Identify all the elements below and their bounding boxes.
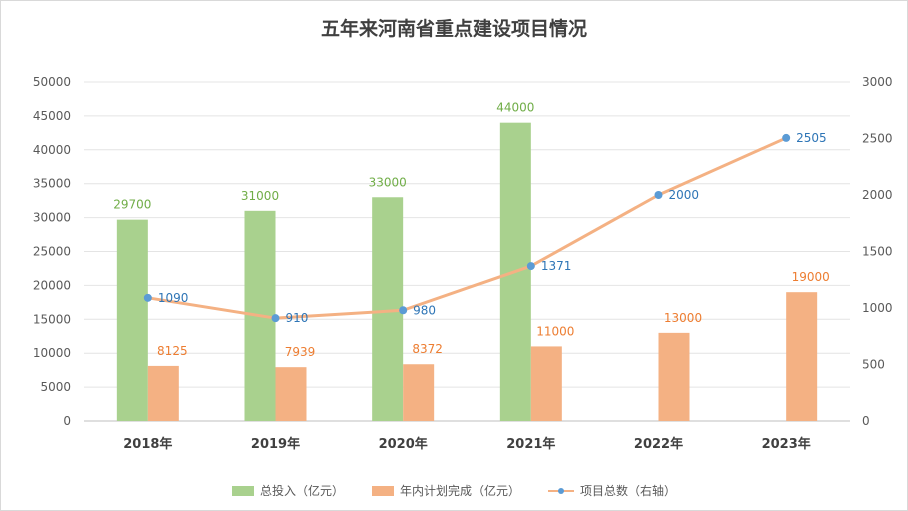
category-label: 2020年 bbox=[379, 436, 428, 452]
line-point bbox=[782, 133, 791, 142]
left-axis: 0 5000 10000 15000 20000 25000 30000 35000 40000… bbox=[33, 75, 71, 428]
line-data-label: 2000 bbox=[669, 188, 700, 202]
left-tick-label: 5000 bbox=[40, 380, 71, 394]
data-label: 33000 bbox=[369, 175, 407, 189]
right-tick-label: 3000 bbox=[862, 75, 893, 89]
data-label: 8372 bbox=[412, 342, 443, 356]
data-label: 31000 bbox=[241, 189, 279, 203]
left-tick-label: 25000 bbox=[33, 245, 71, 259]
line-data-label: 980 bbox=[413, 303, 436, 317]
line-data-label: 910 bbox=[286, 311, 309, 325]
line-data-label: 2505 bbox=[796, 131, 827, 145]
left-tick-label: 20000 bbox=[33, 278, 71, 292]
legend-item-project-count: 项目总数（右轴） bbox=[548, 482, 676, 499]
category-label: 2023年 bbox=[762, 436, 811, 452]
left-tick-label: 0 bbox=[63, 414, 71, 428]
line-point bbox=[526, 262, 535, 271]
legend-swatch-project-count bbox=[548, 486, 574, 496]
line-point bbox=[271, 314, 280, 323]
data-label: 19000 bbox=[792, 270, 830, 284]
line-point bbox=[399, 306, 408, 315]
line-data-label: 1371 bbox=[541, 259, 572, 273]
data-label: 8125 bbox=[157, 344, 188, 358]
left-tick-label: 10000 bbox=[33, 346, 71, 360]
bar-annual-completion bbox=[403, 364, 435, 421]
right-tick-label: 1000 bbox=[862, 301, 893, 315]
bar-annual-completion bbox=[658, 332, 690, 421]
line-data-label: 1090 bbox=[158, 291, 189, 305]
right-axis: 0 500 1000 1500 2000 2500 3000 bbox=[862, 75, 893, 428]
gridlines bbox=[84, 81, 850, 422]
chart-title: 五年来河南省重点建设项目情况 bbox=[320, 18, 587, 40]
category-label: 2022年 bbox=[634, 436, 683, 452]
legend-swatch-annual-completion bbox=[371, 485, 394, 496]
bar-annual-completion bbox=[530, 346, 562, 421]
right-tick-label: 0 bbox=[862, 414, 870, 428]
data-label: 29700 bbox=[113, 198, 151, 212]
right-tick-label: 2000 bbox=[862, 188, 893, 202]
legend-item-annual-completion: 年内计划完成（亿元） bbox=[371, 482, 520, 499]
line-point bbox=[143, 293, 152, 302]
left-tick-label: 30000 bbox=[33, 211, 71, 225]
line-point bbox=[654, 191, 663, 199]
right-tick-label: 2500 bbox=[862, 132, 893, 146]
data-label: 13000 bbox=[664, 311, 702, 325]
legend-label-total-investment: 总投入（亿元） bbox=[259, 484, 344, 498]
legend-label-annual-completion: 年内计划完成（亿元） bbox=[399, 484, 520, 498]
data-labels: 29700 8125 31000 7939 33000 8372 44000 11000 130… bbox=[113, 101, 830, 359]
left-tick-label: 40000 bbox=[33, 143, 71, 157]
data-label: 7939 bbox=[285, 345, 316, 359]
category-label: 2021年 bbox=[506, 436, 555, 452]
left-tick-label: 45000 bbox=[33, 109, 71, 123]
legend: 总投入（亿元） 年内计划完成（亿元） 项目总数（右轴） bbox=[0, 482, 908, 499]
bar-annual-completion bbox=[275, 367, 307, 421]
bars bbox=[116, 122, 818, 422]
left-tick-label: 15000 bbox=[33, 312, 71, 326]
data-label: 11000 bbox=[536, 324, 574, 338]
legend-swatch-total-investment bbox=[231, 485, 254, 496]
series-line bbox=[147, 136, 787, 320]
bar-annual-completion bbox=[786, 292, 818, 421]
left-tick-label: 50000 bbox=[33, 75, 71, 89]
right-tick-label: 500 bbox=[862, 358, 885, 372]
category-label: 2019年 bbox=[251, 436, 300, 452]
category-axis: 2018年 2019年 2020年 2021年 2022年 2023年 bbox=[123, 436, 811, 452]
left-tick-label: 35000 bbox=[33, 177, 71, 191]
legend-label-project-count: 项目总数（右轴） bbox=[580, 484, 677, 498]
category-label: 2018年 bbox=[123, 436, 172, 452]
right-tick-label: 1500 bbox=[862, 245, 893, 259]
bar-annual-completion bbox=[147, 365, 179, 421]
project-count-line bbox=[143, 133, 791, 323]
legend-item-total-investment: 总投入（亿元） bbox=[231, 482, 344, 499]
data-label: 44000 bbox=[496, 101, 534, 115]
bar-total-investment bbox=[116, 219, 148, 421]
